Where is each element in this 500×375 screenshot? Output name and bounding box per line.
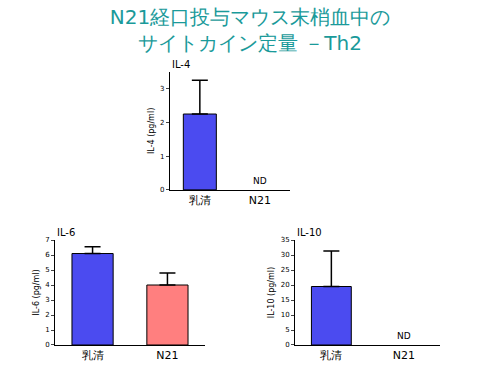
svg-text:0: 0 — [160, 186, 164, 194]
svg-text:1: 1 — [160, 153, 164, 161]
svg-text:N21経口投与マウス末梢血中のサイトカイン定量 －Th2: N21経口投与マウス末梢血中のサイトカイン定量 －Th2 — [110, 5, 390, 55]
svg-text:IL-6: IL-6 — [57, 227, 75, 238]
svg-text:N21: N21 — [156, 349, 178, 362]
svg-text:10: 10 — [281, 311, 290, 319]
svg-text:5: 5 — [285, 326, 289, 334]
svg-text:7: 7 — [45, 236, 49, 244]
svg-text:ND: ND — [397, 331, 411, 341]
svg-text:0: 0 — [285, 341, 289, 349]
svg-text:IL-10 (pg/ml): IL-10 (pg/ml) — [267, 267, 276, 318]
svg-text:乳清: 乳清 — [82, 349, 104, 362]
svg-text:1: 1 — [45, 326, 49, 334]
svg-text:3: 3 — [160, 85, 164, 93]
svg-text:IL-4 (pg/ml): IL-4 (pg/ml) — [147, 108, 156, 154]
svg-text:4: 4 — [45, 281, 50, 289]
svg-text:N21: N21 — [393, 349, 415, 362]
svg-text:IL-6 (pg/ml): IL-6 (pg/ml) — [32, 269, 41, 315]
svg-text:乳清: 乳清 — [320, 349, 342, 362]
svg-text:15: 15 — [281, 296, 290, 304]
svg-text:5: 5 — [45, 266, 49, 274]
svg-text:3: 3 — [45, 296, 49, 304]
svg-text:20: 20 — [281, 281, 290, 289]
svg-text:25: 25 — [281, 266, 290, 274]
svg-text:N21: N21 — [249, 194, 271, 207]
svg-text:2: 2 — [160, 119, 164, 127]
svg-text:6: 6 — [45, 251, 50, 259]
svg-text:IL-10: IL-10 — [297, 227, 322, 238]
svg-text:2: 2 — [45, 311, 49, 319]
svg-text:0: 0 — [45, 341, 49, 349]
svg-text:ND: ND — [253, 176, 267, 186]
svg-text:35: 35 — [281, 236, 290, 244]
svg-text:IL-4: IL-4 — [172, 59, 190, 70]
svg-text:30: 30 — [281, 251, 290, 259]
svg-text:乳清: 乳清 — [189, 194, 211, 207]
